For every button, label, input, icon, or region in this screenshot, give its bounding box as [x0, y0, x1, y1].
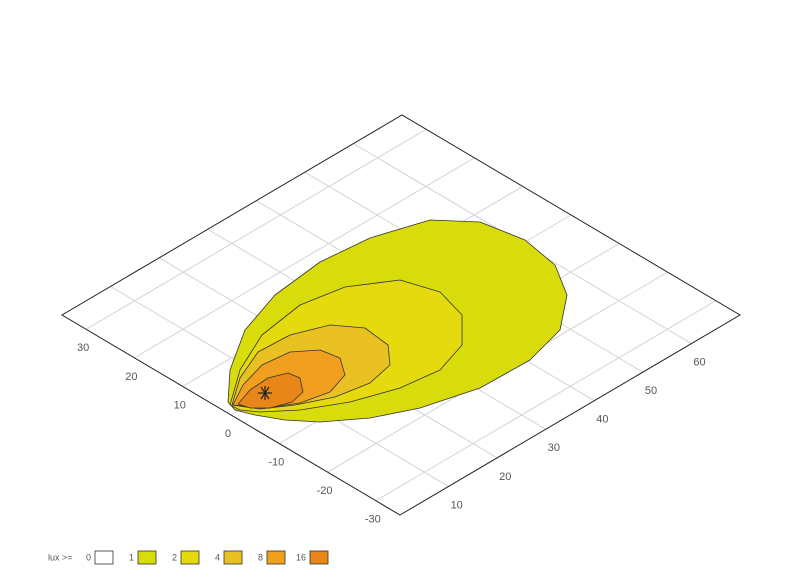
x-tick-label: 10	[451, 499, 463, 511]
y-tick-label: -20	[317, 485, 333, 497]
x-tick-label: 50	[645, 385, 657, 397]
legend-swatch	[94, 550, 114, 565]
y-tick-label: 30	[77, 342, 89, 354]
x-tick-label: 20	[499, 471, 511, 483]
y-tick-label: 20	[125, 371, 137, 383]
legend-swatch	[180, 550, 200, 565]
legend-label: 4	[215, 552, 220, 562]
plot-border	[61, 114, 741, 516]
legend-label: 0	[86, 552, 91, 562]
legend-swatch	[309, 550, 329, 565]
grid-line	[375, 300, 717, 502]
legend-label: 16	[296, 552, 306, 562]
grid-line	[85, 128, 427, 330]
y-tick-label: -10	[268, 456, 284, 468]
y-tick-label: 10	[174, 399, 186, 411]
y-tick-label: 0	[225, 428, 231, 440]
x-tick-label: 40	[596, 414, 608, 426]
legend-swatch	[137, 550, 157, 565]
contour-region	[237, 372, 304, 409]
legend-title: lux >=	[48, 552, 73, 562]
light-source	[258, 386, 272, 400]
legend-swatch	[266, 550, 286, 565]
legend-label: 8	[258, 552, 263, 562]
legend-label: 2	[172, 552, 177, 562]
legend-label: 1	[129, 552, 134, 562]
x-tick-label: 60	[693, 356, 705, 368]
x-tick-label: 30	[548, 442, 560, 454]
grid-line	[134, 157, 475, 359]
plot-area	[61, 114, 741, 516]
legend-swatch	[223, 550, 243, 565]
y-tick-label: -30	[365, 514, 381, 526]
